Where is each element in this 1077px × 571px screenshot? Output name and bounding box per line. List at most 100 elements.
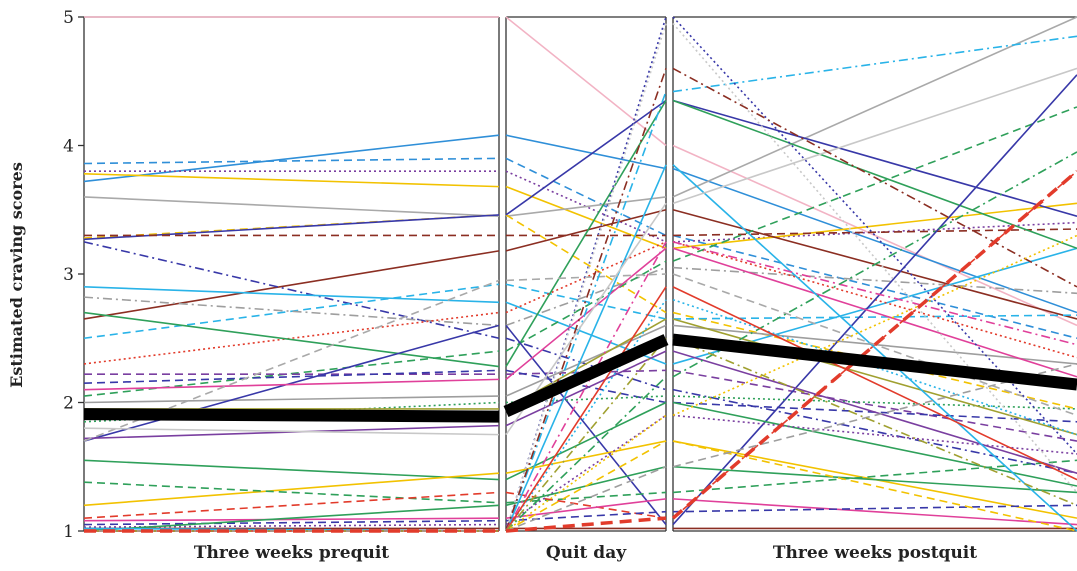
- series-49-segment-3: [672, 337, 1077, 507]
- y-tick-label-2: 2: [63, 394, 74, 414]
- series-6-segment-1: [83, 196, 500, 217]
- series-47-segment-2: [505, 286, 667, 532]
- series-16-segment-2: [505, 100, 667, 367]
- series-3-segment-3: [672, 234, 1077, 340]
- series-18-segment-3: [672, 369, 1077, 442]
- series-42-segment-3: [672, 67, 1077, 288]
- series-2-segment-3: [672, 167, 1077, 314]
- series-25-segment-2: [505, 350, 667, 427]
- series-19-segment-1: [83, 369, 500, 385]
- series-48-segment-3: [672, 363, 1077, 468]
- series-8-segment-2: [505, 99, 667, 216]
- series-6-segment-3: [672, 16, 1077, 198]
- panel-label-2: Quit day: [546, 543, 627, 563]
- series-37-segment-1: [83, 279, 500, 442]
- series-25-segment-3: [672, 350, 1077, 474]
- series-31-segment-1: [83, 519, 500, 526]
- series-22-segment-3: [672, 247, 1077, 378]
- series-48-segment-2: [505, 466, 667, 532]
- series-29-segment-1: [83, 491, 500, 519]
- series-33-segment-2: [505, 414, 667, 526]
- series-35-segment-3: [672, 164, 1077, 532]
- series-1-segment-2: [505, 16, 667, 147]
- series-44-segment-3: [672, 298, 1077, 436]
- series-21-segment-3: [672, 74, 1077, 526]
- series-30-segment-2: [505, 498, 667, 519]
- series-13-segment-1: [83, 283, 500, 340]
- series-14-segment-3: [672, 266, 1077, 295]
- series-15-segment-2: [505, 241, 667, 314]
- series-27-segment-1: [83, 472, 500, 507]
- series-3-segment-1: [83, 157, 500, 165]
- series-8-segment-3: [672, 99, 1077, 217]
- series-14-segment-1: [83, 296, 500, 327]
- series-3-segment-2: [505, 157, 667, 237]
- series-4-segment-2: [505, 170, 667, 243]
- y-tick-label-3: 3: [63, 265, 74, 285]
- series-23-segment-3: [672, 395, 1077, 410]
- series-35-segment-2: [505, 164, 667, 532]
- series-41-segment-2: [505, 23, 667, 532]
- series-45-segment-3: [672, 151, 1077, 378]
- series-17-segment-3: [672, 106, 1077, 262]
- series-16-segment-1: [83, 311, 500, 368]
- series-36-segment-3: [672, 440, 1077, 532]
- series-2-segment-2: [505, 134, 667, 170]
- series-17-segment-2: [505, 260, 667, 352]
- series-45-segment-2: [505, 376, 667, 532]
- series-11-segment-1: [83, 241, 500, 340]
- y-tick-label-1: 1: [63, 522, 74, 542]
- series-22-segment-1: [83, 378, 500, 391]
- series-28-segment-1: [83, 481, 500, 504]
- series-5-segment-2: [505, 185, 667, 250]
- series-7-segment-1: [83, 214, 500, 239]
- series-21-segment-1: [83, 324, 500, 442]
- series-7-segment-3: [672, 311, 1077, 410]
- series-7-segment-2: [505, 214, 667, 314]
- y-tick-label-4: 4: [63, 137, 74, 157]
- series-26-segment-3: [672, 401, 1077, 487]
- series-20-segment-1: [83, 395, 500, 404]
- series-2-segment-1: [83, 134, 500, 183]
- series-9-segment-3: [672, 228, 1077, 237]
- series-26-segment-1: [83, 459, 500, 481]
- panel-label-3: Three weeks postquit: [773, 543, 977, 563]
- series-5-segment-3: [672, 202, 1077, 250]
- series-39-segment-1: [83, 427, 500, 436]
- series-34-segment-3: [672, 465, 1077, 494]
- series-33-segment-1: [83, 523, 500, 528]
- y-tick-label-5: 5: [63, 8, 74, 28]
- series-10-segment-1: [83, 250, 500, 320]
- series-16-segment-3: [672, 99, 1077, 250]
- series-6-segment-2: [505, 196, 667, 217]
- series-39-segment-3: [672, 67, 1077, 205]
- series-27-segment-2: [505, 440, 667, 474]
- series-14-segment-2: [505, 266, 667, 327]
- series-42-segment-2: [505, 68, 667, 532]
- series-30-segment-1: [83, 517, 500, 522]
- series-29-segment-2: [505, 491, 667, 519]
- series-44-segment-2: [505, 299, 667, 532]
- series-50-segment-2: [505, 516, 667, 533]
- series-47-segment-3: [672, 286, 1077, 481]
- series-50-segment-3: [671, 169, 1077, 520]
- series-38-segment-2: [505, 91, 667, 532]
- series-36-segment-2: [505, 440, 667, 532]
- panel-label-1: Three weeks prequit: [194, 543, 389, 563]
- series-5-segment-1: [83, 172, 500, 188]
- series-12-segment-1: [83, 286, 500, 304]
- series-23-segment-1: [83, 401, 500, 423]
- series-1-segment-3: [672, 144, 1077, 327]
- series-46-segment-3: [672, 234, 1077, 417]
- series-31-segment-3: [672, 504, 1077, 513]
- mean-line-segment-1: [83, 408, 500, 423]
- series-11-segment-3: [672, 388, 1077, 474]
- series-38-segment-3: [672, 35, 1077, 93]
- series-28-segment-3: [672, 459, 1077, 494]
- mean-line-segment-2: [503, 334, 669, 417]
- series-41-segment-3: [672, 22, 1077, 493]
- y-axis-label: Estimated craving scores: [7, 162, 26, 388]
- series-43-segment-3: [672, 241, 1077, 346]
- series-26-segment-2: [505, 401, 667, 481]
